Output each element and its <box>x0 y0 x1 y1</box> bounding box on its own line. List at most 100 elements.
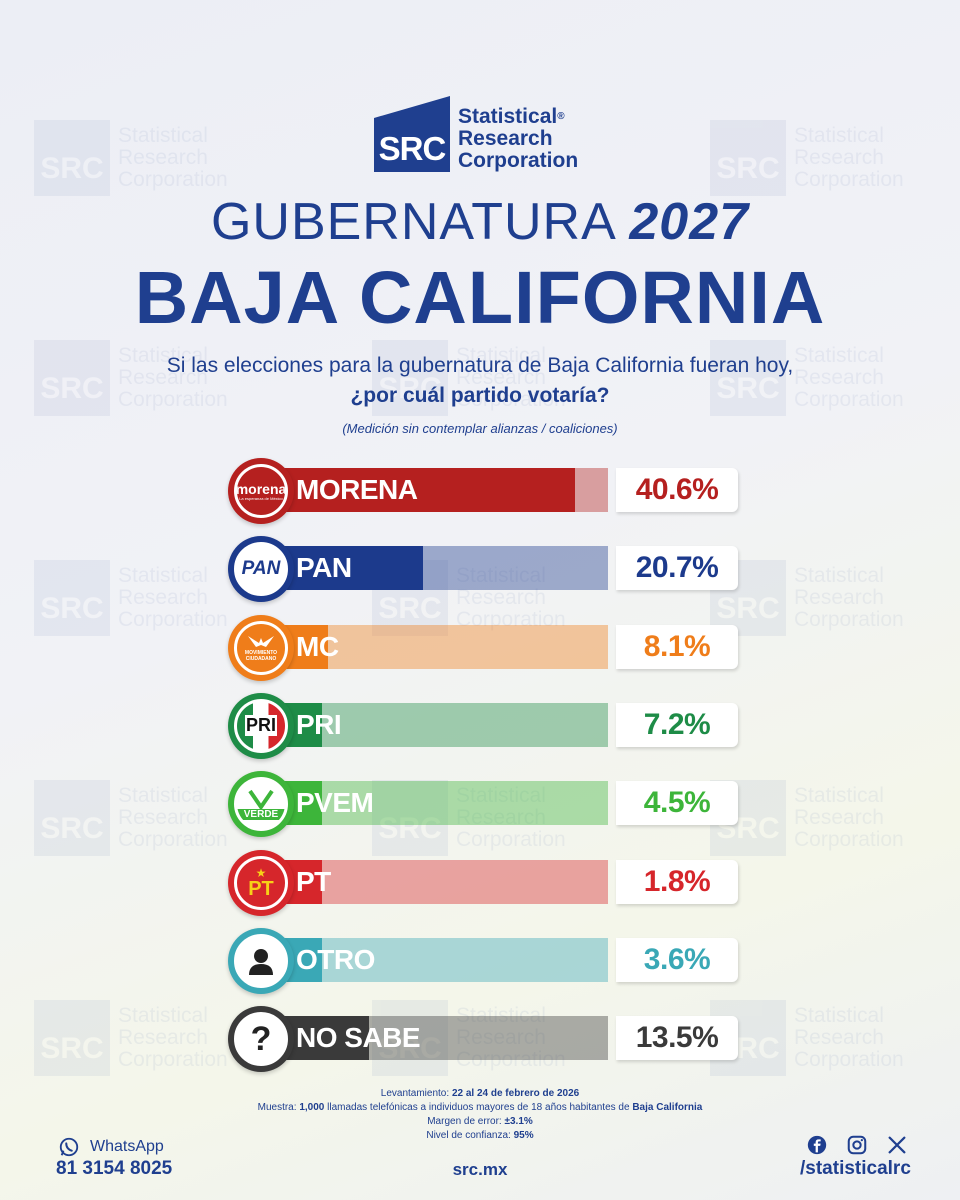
bar-label: PT <box>296 865 331 897</box>
brand-name: Statistical® Research Corporation <box>458 106 578 172</box>
watermark-text: Statistical Research Corporation <box>118 784 228 851</box>
state-title: BAJA CALIFORNIA <box>134 256 826 339</box>
facebook-icon[interactable] <box>806 1134 828 1156</box>
morena-logo-subtext: La esperanza de México <box>239 495 283 501</box>
brand-name-line1: Statistical <box>458 105 558 128</box>
party-logo-inner: VERDE <box>234 777 288 832</box>
pvem-logo-text: VERDE <box>237 808 285 820</box>
margin-of-error: Margen de error: ±3.1% <box>0 1116 960 1127</box>
watermark: SRC Statistical Research Corporation <box>34 120 228 196</box>
watermark: SRC Statistical Research Corporation <box>34 560 228 636</box>
party-logo-inner: morena La esperanza de México <box>234 464 288 518</box>
bar-background <box>266 702 608 747</box>
star-icon: ★ <box>255 865 267 880</box>
survey-date-label: Levantamiento: <box>380 1088 450 1099</box>
party-logo-inner <box>234 933 288 988</box>
bar-row-mc: MC 8.1% MOVIMIENTO CIUDADANO <box>228 614 738 681</box>
party-logo-inner: MOVIMIENTO CIUDADANO <box>234 620 288 675</box>
bar-label: PAN <box>296 552 352 584</box>
watermark-mark: SRC <box>34 1000 110 1076</box>
question-line1: Si las elecciones para la gubernatura de… <box>166 354 794 377</box>
confidence-label: Nivel de confianza: <box>426 1130 511 1141</box>
data-label: 40.6% <box>616 468 738 512</box>
eagle-icon <box>248 635 274 647</box>
margin-value: ±3.1% <box>504 1116 533 1127</box>
watermark-text: Statistical Research Corporation <box>118 1004 228 1071</box>
data-label: 8.1% <box>616 624 738 669</box>
bar-row-otro: OTRO 3.6% <box>228 927 738 994</box>
person-icon <box>249 948 273 975</box>
bar-row-no-sabe: NO SABE 13.5%? <box>228 1006 738 1073</box>
website-link[interactable]: src.mx <box>452 1160 508 1179</box>
social-handle[interactable]: /statisticalrc <box>800 1158 911 1179</box>
brand-name-line3: Corporation <box>458 149 579 172</box>
party-logo-inner: ? <box>234 1012 288 1067</box>
party-logo-inner: PRI <box>234 698 288 753</box>
party-logo-inner: PAN <box>234 542 288 597</box>
bar-row-pt: PT 1.8% ★ PT <box>228 849 738 916</box>
bar-label: MC <box>296 630 339 662</box>
bar-track: MC <box>266 624 846 669</box>
survey-sample: Muestra: 1,000 llamadas telefónicas a in… <box>0 1102 960 1113</box>
src-logo-mark: SRC <box>374 96 450 172</box>
watermark-mark: SRC <box>34 120 110 196</box>
bar-track: PVEM <box>266 781 846 826</box>
bar-row-pvem: PVEM 4.5% VERDE <box>228 771 738 838</box>
question-mark-icon: ? <box>250 1019 272 1058</box>
instagram-icon[interactable] <box>846 1134 868 1156</box>
watermark: SRC Statistical Research Corporation <box>34 1000 228 1076</box>
sample-label: Muestra: <box>257 1102 297 1113</box>
whatsapp-label: WhatsApp <box>90 1138 164 1155</box>
party-logo-pvem: VERDE <box>228 771 294 838</box>
party-logo-pri: PRI <box>228 692 294 759</box>
watermark-mark: SRC <box>34 780 110 856</box>
party-logo-morena: morena La esperanza de México <box>228 458 294 524</box>
page-title: GUBERNATURA 2027 <box>0 192 960 252</box>
data-label: 7.2% <box>616 702 738 747</box>
phone-number[interactable]: 81 3154 8025 <box>56 1158 173 1179</box>
whatsapp-icon <box>59 1137 79 1157</box>
x-icon[interactable] <box>886 1134 908 1156</box>
pt-logo-text: PT <box>248 877 274 900</box>
confidence-value: 95% <box>513 1130 534 1141</box>
question-line2: ¿por cuál partido votaría? <box>350 384 610 407</box>
confidence-level: Nivel de confianza: 95% <box>0 1130 960 1141</box>
bar-row-pri: PRI 7.2% PRI <box>228 692 738 759</box>
bar-track: MORENA <box>266 468 846 512</box>
title-year: 2027 <box>629 193 750 251</box>
sample-place: Baja California <box>632 1102 703 1113</box>
question-note: (Medición sin contemplar alianzas / coal… <box>342 421 618 436</box>
bar-background <box>266 859 608 904</box>
survey-date-value: 22 al 24 de febrero de 2026 <box>451 1088 580 1099</box>
registered-mark: ® <box>557 111 565 122</box>
data-label: 20.7% <box>616 546 738 591</box>
party-logo-inner: ★ PT <box>234 855 288 910</box>
bar-track: PT <box>266 859 846 904</box>
watermark-mark: SRC <box>710 120 786 196</box>
bar-label: OTRO <box>296 943 375 975</box>
bar-track: NO SABE <box>266 1016 846 1061</box>
mc-logo-text: MOVIMIENTO CIUDADANO <box>244 649 278 662</box>
sample-text: llamadas telefónicas a individuos mayore… <box>327 1102 630 1113</box>
bar-background <box>266 937 608 982</box>
watermark-text: Statistical Research Corporation <box>118 124 228 191</box>
bar-label: NO SABE <box>296 1022 421 1054</box>
bar-track: PAN <box>266 546 846 591</box>
watermark: SRC Statistical Research Corporation <box>34 780 228 856</box>
sample-size: 1,000 <box>299 1102 325 1113</box>
margin-label: Margen de error: <box>427 1116 502 1127</box>
party-logo-pan: PAN <box>228 536 294 603</box>
pan-logo-text: PAN <box>241 558 281 580</box>
data-label: 3.6% <box>616 937 738 982</box>
social-links <box>806 1134 908 1156</box>
bar-row-pan: PAN 20.7% PAN <box>228 536 738 603</box>
data-label: 4.5% <box>616 781 738 826</box>
logo-mark-text: SRC <box>378 130 447 167</box>
watermark: SRC Statistical Research Corporation <box>710 120 904 196</box>
watermark-text: Statistical Research Corporation <box>118 564 228 631</box>
survey-date: Levantamiento: 22 al 24 de febrero de 20… <box>0 1088 960 1099</box>
bar-row-morena: MORENA 40.6% morena La esperanza de México <box>228 458 738 524</box>
watermark-mark: SRC <box>34 560 110 636</box>
whatsapp-contact[interactable]: WhatsApp <box>58 1136 164 1158</box>
bar <box>266 468 575 512</box>
